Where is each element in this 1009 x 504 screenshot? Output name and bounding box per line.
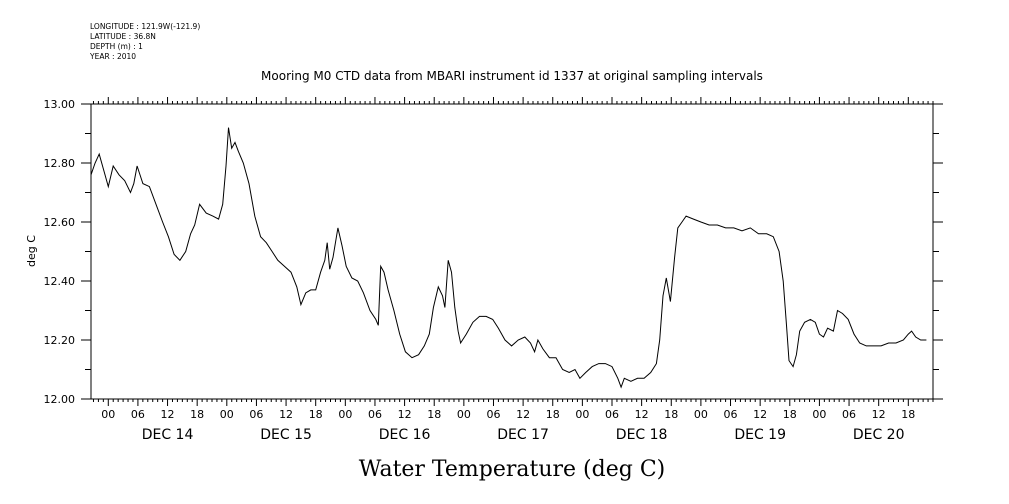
x-hour-label: 06 — [249, 408, 263, 421]
latitude-text: LATITUDE : 36.8N — [90, 32, 156, 41]
x-hour-label: 00 — [457, 408, 471, 421]
x-axis-label: Water Temperature (deg C) — [359, 457, 666, 482]
temperature-line — [90, 127, 927, 389]
x-hour-label: 12 — [516, 408, 530, 421]
x-hour-label: 12 — [872, 408, 886, 421]
x-hour-label: 18 — [783, 408, 797, 421]
x-hour-label: 18 — [664, 408, 678, 421]
x-day-label: DEC 14 — [142, 427, 194, 443]
y-tick-label: 13.00 — [44, 98, 76, 111]
longitude-text: LONGITUDE : 121.9W(-121.9) — [90, 22, 201, 31]
x-hour-label: 06 — [724, 408, 738, 421]
plot-frame — [90, 103, 934, 400]
y-tick-label: 12.60 — [44, 216, 76, 229]
y-tick-label: 12.20 — [44, 334, 76, 347]
x-day-label: DEC 19 — [734, 427, 786, 443]
x-hour-label: 12 — [753, 408, 767, 421]
x-hour-label: 06 — [842, 408, 856, 421]
axis-ticks — [81, 97, 943, 406]
x-hour-label: 06 — [605, 408, 619, 421]
x-hour-label: 00 — [338, 408, 352, 421]
x-day-label: DEC 16 — [379, 427, 431, 443]
x-hour-label: 18 — [427, 408, 441, 421]
x-hour-label: 06 — [131, 408, 145, 421]
x-hour-label: 12 — [279, 408, 293, 421]
x-hour-label: 06 — [368, 408, 382, 421]
x-hour-label: 12 — [635, 408, 649, 421]
depth-text: DEPTH (m) : 1 — [90, 42, 143, 51]
axis-labels: 12.00 12.20 12.40 12.60 12.80 13.00 00 06 12 18 00… — [44, 98, 916, 443]
x-hour-label: 18 — [901, 408, 915, 421]
chart-title: Mooring M0 CTD data from MBARI instrumen… — [261, 69, 763, 83]
x-hour-label: 12 — [161, 408, 175, 421]
x-hour-label: 06 — [486, 408, 500, 421]
x-hour-label: 12 — [398, 408, 412, 421]
x-hour-label: 00 — [812, 408, 826, 421]
metadata-block: LONGITUDE : 121.9W(-121.9) LATITUDE : 36… — [90, 22, 200, 62]
x-day-label: DEC 18 — [616, 427, 668, 443]
x-day-label: DEC 15 — [260, 427, 312, 443]
y-tick-label: 12.40 — [44, 275, 76, 288]
x-hour-label: 18 — [309, 408, 323, 421]
x-hour-label: 00 — [101, 408, 115, 421]
y-tick-label: 12.00 — [44, 393, 76, 406]
x-hour-label: 18 — [190, 408, 204, 421]
x-day-label: DEC 20 — [853, 427, 905, 443]
y-axis-label: deg C — [25, 235, 38, 267]
y-tick-label: 12.80 — [44, 157, 76, 170]
x-day-label: DEC 17 — [497, 427, 549, 443]
x-hour-label: 00 — [694, 408, 708, 421]
x-hour-label: 18 — [546, 408, 560, 421]
year-text: YEAR : 2010 — [90, 52, 137, 61]
x-hour-label: 00 — [220, 408, 234, 421]
x-hour-label: 00 — [575, 408, 589, 421]
